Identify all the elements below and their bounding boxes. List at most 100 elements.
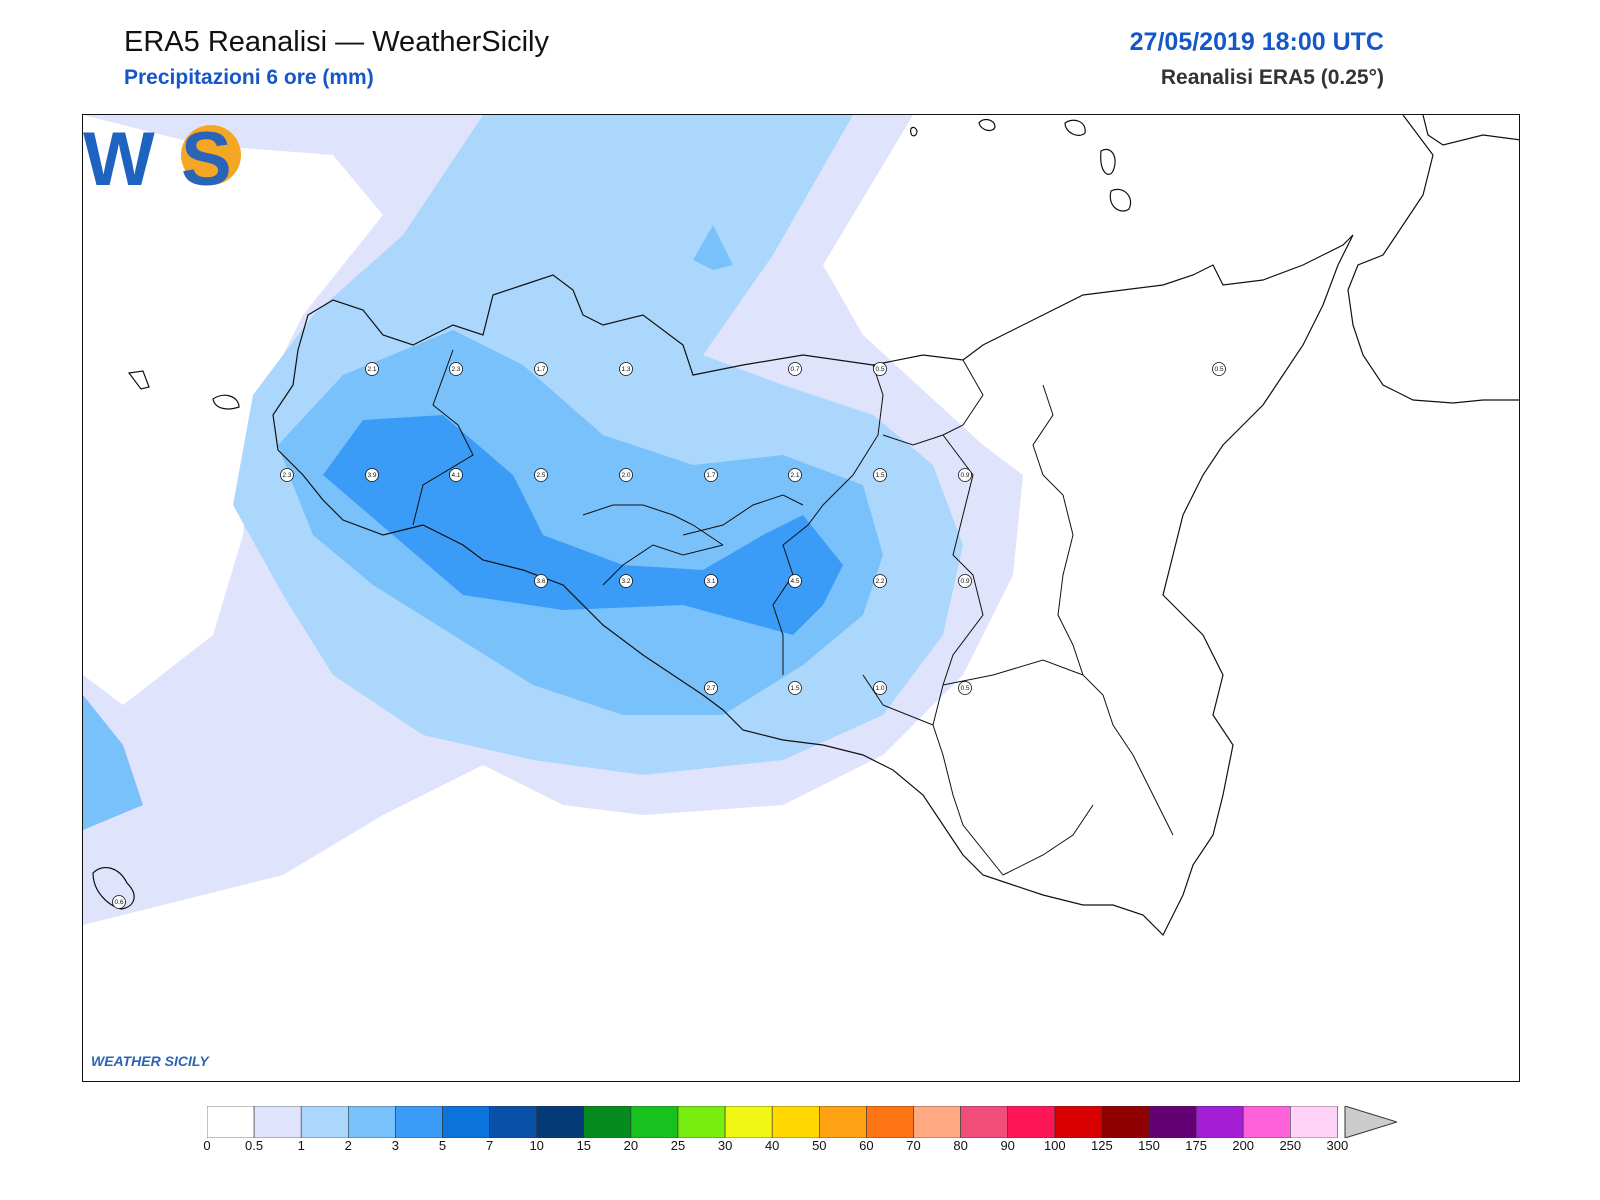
svg-text:W: W — [83, 117, 155, 202]
island-lipari — [1100, 148, 1116, 175]
station-value-label: 0.5 — [1214, 366, 1223, 373]
colorbar-tick-label: 2 — [344, 1138, 352, 1153]
station-value-label: 3.2 — [621, 578, 630, 585]
station-value-marker: 1.7 — [704, 468, 718, 482]
colorbar-tick-label: 0.5 — [245, 1138, 264, 1153]
colorbar-cell — [1195, 1106, 1244, 1138]
colorbar-cell — [960, 1106, 1008, 1138]
station-value-label: 4.5 — [790, 578, 799, 585]
station-value-label: 1.7 — [536, 366, 545, 373]
colorbar-extend-arrow — [1344, 1106, 1397, 1138]
colorbar-tick-label: 7 — [485, 1138, 494, 1153]
station-value-marker: 1.0 — [873, 681, 887, 695]
station-value-label: 2.2 — [875, 578, 884, 585]
colorbar-cell — [1290, 1106, 1338, 1138]
station-value-label: 1.0 — [875, 685, 884, 692]
colorbar-cell — [1007, 1106, 1056, 1138]
colorbar-labels: 0 0.5 1 2 3 5 7 10 15 20 25 30 40 50 60 70 80 90 100 125 150… — [203, 1138, 1397, 1156]
station-value-marker: 1.5 — [788, 681, 802, 695]
station-value-marker: 0.7 — [788, 362, 802, 376]
colorbar-cell — [1054, 1106, 1103, 1138]
province-borders — [412, 349, 1174, 876]
island-marettimo — [127, 370, 150, 390]
colorbar-cell — [536, 1106, 585, 1138]
station-value-label: 0.7 — [790, 366, 799, 373]
station-value-marker: 4.5 — [788, 574, 802, 588]
colorbar-tick-label: 175 — [1185, 1138, 1207, 1153]
logo-caption: WEATHER SICILY — [91, 1053, 209, 1069]
island-vulcano — [1109, 188, 1132, 212]
station-value-marker: 3.6 — [534, 574, 548, 588]
colorbar-cell — [253, 1106, 302, 1138]
station-value-marker: 1.7 — [534, 362, 548, 376]
station-value-marker: 2.7 — [704, 681, 718, 695]
coastline-sicily — [272, 234, 1354, 937]
station-value-marker: 0.5 — [873, 362, 887, 376]
colorbar-tick-label: 3 — [391, 1138, 400, 1153]
station-value-marker: 0.5 — [958, 681, 972, 695]
station-value-label: 0.6 — [114, 899, 123, 906]
colorbar-tick-label: 100 — [1043, 1138, 1066, 1153]
colorbar-cell — [1242, 1106, 1291, 1138]
colorbar-cell — [207, 1106, 255, 1138]
station-value-marker: 2.2 — [873, 574, 887, 588]
colorbar-tick-label: 5 — [438, 1138, 447, 1153]
colorbar-cell — [771, 1106, 820, 1138]
colorbar-tick-label: 60 — [859, 1138, 874, 1153]
station-value-marker: 2.1 — [365, 362, 379, 376]
colorbar-cell — [300, 1106, 349, 1138]
station-markers: 2.1 2.3 1.7 1.3 0.7 0.5 0.5 2.3 3.9 4.1 2.5 2.0 1.7 2… — [112, 362, 1226, 909]
colorbar-tick-label: 200 — [1232, 1138, 1255, 1153]
station-value-marker: 4.1 — [449, 468, 463, 482]
island-alicudi — [910, 126, 918, 137]
colorbar-cell — [913, 1106, 961, 1138]
station-value-marker: 3.2 — [619, 574, 633, 588]
station-value-label: 3.1 — [706, 578, 715, 585]
station-value-marker: 0.5 — [1212, 362, 1226, 376]
colorbar-tick-label: 150 — [1138, 1138, 1160, 1153]
station-value-marker: 0.9 — [958, 468, 972, 482]
colorbar-cell — [1148, 1106, 1197, 1138]
colorbar-tick-label: 70 — [906, 1138, 921, 1153]
precip-area-2-southwest — [83, 695, 143, 830]
island-salina — [1064, 119, 1086, 136]
map-subtitle: Precipitazioni 6 ore (mm) — [124, 66, 374, 89]
colorbar-cell — [630, 1106, 679, 1138]
station-value-marker: 2.1 — [788, 468, 802, 482]
colorbar-tick-label: 0 — [203, 1138, 211, 1153]
colorbar-tick-label: 80 — [953, 1138, 968, 1153]
precipitation-map: 2.1 2.3 1.7 1.3 0.7 0.5 0.5 2.3 3.9 4.1 2.5 2.0 1.7 2… — [82, 114, 1520, 1082]
island-favignana — [212, 394, 240, 410]
station-value-marker: 1.3 — [619, 362, 633, 376]
colorbar-tick-label: 300 — [1326, 1138, 1349, 1153]
station-value-marker: 0.9 — [958, 574, 972, 588]
station-value-marker: 3.9 — [365, 468, 379, 482]
colorbar-cell — [442, 1106, 490, 1138]
colorbar-cell — [866, 1106, 914, 1138]
station-value-label: 0.5 — [875, 366, 884, 373]
station-value-label: 3.6 — [536, 578, 545, 585]
colorbar-cell — [724, 1106, 773, 1138]
station-value-label: 2.0 — [621, 472, 630, 479]
colorbar-tick-label: 25 — [670, 1138, 686, 1153]
map-source: Reanalisi ERA5 (0.25°) — [1160, 66, 1384, 89]
station-value-label: 2.1 — [367, 366, 376, 373]
station-value-label: 1.5 — [875, 472, 884, 479]
colorbar-tick-label: 50 — [812, 1138, 827, 1153]
colorbar-tick-label: 125 — [1091, 1138, 1113, 1153]
weather-sicily-logo: W S — [83, 117, 241, 202]
station-value-marker: 2.3 — [449, 362, 463, 376]
colorbar-cell — [489, 1106, 538, 1138]
colorbar-cell — [395, 1106, 443, 1138]
island-pantelleria — [92, 866, 135, 910]
station-value-marker: 3.1 — [704, 574, 718, 588]
colorbar-tick-label: 40 — [764, 1138, 780, 1153]
map-datetime: 27/05/2019 18:00 UTC — [1129, 28, 1384, 56]
colorbar-cell — [1101, 1106, 1150, 1138]
colorbar-tick-label: 20 — [623, 1138, 639, 1153]
station-value-marker: 0.6 — [112, 895, 126, 909]
map-canvas: 2.1 2.3 1.7 1.3 0.7 0.5 0.5 2.3 3.9 4.1 2.5 2.0 1.7 2… — [83, 115, 1519, 937]
station-value-marker: 2.5 — [534, 468, 548, 482]
station-value-label: 1.7 — [706, 472, 715, 479]
station-value-label: 1.5 — [790, 685, 799, 692]
